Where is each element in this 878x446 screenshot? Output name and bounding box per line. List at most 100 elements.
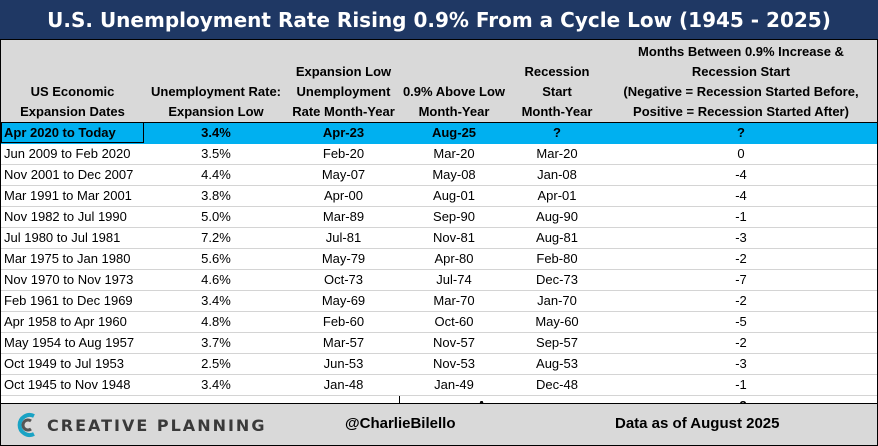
cell-expansion-dates: May 1954 to Aug 1957 — [1, 332, 144, 354]
cell-low-month-year: Jun-53 — [288, 353, 399, 375]
cell-expansion-dates: Jul 1980 to Jul 1981 — [1, 227, 144, 249]
cell-expansion-dates: Mar 1991 to Mar 2001 — [1, 185, 144, 207]
header-months-between: Months Between 0.9% Increase & Recession … — [605, 40, 877, 123]
cell-recession-start: Aug-81 — [509, 227, 605, 249]
data-as-of: Data as of August 2025 — [615, 415, 780, 432]
cell-low-month-year: Feb-20 — [288, 143, 399, 165]
cell-months-between: -5 — [605, 311, 877, 333]
cell-months-between: -3 — [605, 227, 877, 249]
cell-low-month-year: Apr-00 — [288, 185, 399, 207]
data-table-container: US Economic Expansion Dates Unemployment R… — [0, 40, 878, 416]
cell-low-month-year: May-69 — [288, 290, 399, 312]
cell-recession-start: Jan-70 — [509, 290, 605, 312]
cell-expansion-low-rate: 3.4% — [144, 290, 288, 312]
header-line: 0.9% Above Low — [402, 83, 506, 99]
header-line: Unemployment — [296, 83, 391, 99]
cell-low-month-year: Oct-73 — [288, 269, 399, 291]
cell-expansion-low-rate: 2.5% — [144, 353, 288, 375]
cell-low-month-year: Feb-60 — [288, 311, 399, 333]
cell-above-low-month-year: Mar-20 — [399, 143, 509, 165]
cell-low-month-year: Apr-23 — [288, 122, 399, 144]
header-expansion-dates: US Economic Expansion Dates — [1, 40, 144, 123]
table-row: May 1954 to Aug 1957 3.7% Mar-57 Nov-57 Sep-… — [1, 332, 877, 354]
cell-expansion-low-rate: 5.6% — [144, 248, 288, 270]
table-row: Feb 1961 to Dec 1969 3.4% May-69 Mar-70 Jan-… — [1, 290, 877, 312]
cell-low-month-year: Jan-48 — [288, 374, 399, 396]
cell-expansion-low-rate: 7.2% — [144, 227, 288, 249]
cell-months-between: -2 — [605, 248, 877, 270]
unemployment-table: US Economic Expansion Dates Unemployment R… — [1, 40, 877, 416]
table-row: Nov 2001 to Dec 2007 4.4% May-07 May-08 Jan-… — [1, 164, 877, 186]
header-line: Months Between 0.9% Increase & — [638, 43, 844, 59]
header-line: Month-Year — [521, 103, 593, 119]
cell-months-between: -7 — [605, 269, 877, 291]
cell-above-low-month-year: Apr-80 — [399, 248, 509, 270]
cell-months-between: -3 — [605, 353, 877, 375]
header-line: Unemployment Rate: — [150, 83, 282, 99]
cell-expansion-dates: Nov 1970 to Nov 1973 — [1, 269, 144, 291]
cell-above-low-month-year: May-08 — [399, 164, 509, 186]
header-low-month-year: Expansion Low Unemployment Rate Month-Year — [288, 40, 399, 123]
cell-low-month-year: May-79 — [288, 248, 399, 270]
cell-above-low-month-year: Mar-70 — [399, 290, 509, 312]
table-row: Oct 1945 to Nov 1948 3.4% Jan-48 Jan-49 Dec-… — [1, 374, 877, 396]
header-line: Positive = Recession Started After) — [633, 103, 849, 119]
header-line: Recession Start — [524, 63, 590, 99]
cell-expansion-low-rate: 3.7% — [144, 332, 288, 354]
header-line: (Negative = Recession Started Before, — [623, 83, 859, 99]
cell-low-month-year: Mar-57 — [288, 332, 399, 354]
table-row: Mar 1975 to Jan 1980 5.6% May-79 Apr-80 Feb-… — [1, 248, 877, 270]
cell-expansion-dates: Oct 1949 to Jul 1953 — [1, 353, 144, 375]
cell-recession-start: Feb-80 — [509, 248, 605, 270]
cell-months-between: ? — [605, 122, 877, 144]
cell-expansion-dates: Nov 2001 to Dec 2007 — [1, 164, 144, 186]
cell-months-between: -4 — [605, 164, 877, 186]
cell-above-low-month-year: Jul-74 — [399, 269, 509, 291]
header-line: Rate Month-Year — [292, 103, 395, 119]
brand-name: CREATIVE PLANNING — [47, 415, 267, 435]
cell-recession-start: Sep-57 — [509, 332, 605, 354]
cell-above-low-month-year: Nov-57 — [399, 332, 509, 354]
cell-recession-start: ? — [509, 122, 605, 144]
cell-above-low-month-year: Nov-81 — [399, 227, 509, 249]
cell-above-low-month-year: Sep-90 — [399, 206, 509, 228]
cell-recession-start: Apr-01 — [509, 185, 605, 207]
header-expansion-low-rate: Unemployment Rate: Expansion Low — [144, 40, 288, 123]
cell-recession-start: Dec-73 — [509, 269, 605, 291]
cell-recession-start: Aug-53 — [509, 353, 605, 375]
cell-recession-start: Mar-20 — [509, 143, 605, 165]
table-row: Nov 1970 to Nov 1973 4.6% Oct-73 Jul-74 Dec-… — [1, 269, 877, 291]
cell-months-between: -4 — [605, 185, 877, 207]
cell-recession-start: May-60 — [509, 311, 605, 333]
creative-planning-logo: CREATIVE PLANNING — [17, 412, 266, 438]
cell-low-month-year: Mar-89 — [288, 206, 399, 228]
cell-expansion-dates: Feb 1961 to Dec 1969 — [1, 290, 144, 312]
header-line: US Economic — [30, 83, 115, 99]
cell-recession-start: Aug-90 — [509, 206, 605, 228]
cell-expansion-dates: Mar 1975 to Jan 1980 — [1, 248, 144, 270]
table-row-current: Apr 2020 to Today 3.4% Apr-23 Aug-25?? — [1, 122, 877, 144]
table-header-row: US Economic Expansion Dates Unemployment R… — [1, 40, 877, 123]
c-logo-icon — [17, 413, 35, 437]
header-line: Expansion Low — [168, 103, 264, 119]
cell-expansion-dates: Oct 1945 to Nov 1948 — [1, 374, 144, 396]
header-line: Expansion Low — [295, 63, 392, 79]
cell-months-between: -1 — [605, 206, 877, 228]
header-line: Recession Start — [691, 63, 791, 79]
cell-expansion-low-rate: 4.6% — [144, 269, 288, 291]
cell-expansion-dates: Jun 2009 to Feb 2020 — [1, 143, 144, 165]
cell-months-between: -2 — [605, 290, 877, 312]
table-row: Jul 1980 to Jul 1981 7.2% Jul-81 Nov-81 Aug-… — [1, 227, 877, 249]
table-row: Jun 2009 to Feb 2020 3.5% Feb-20 Mar-20 Mar-… — [1, 143, 877, 165]
cell-above-low-month-year: Oct-60 — [399, 311, 509, 333]
cell-expansion-dates: Apr 1958 to Apr 1960 — [1, 311, 144, 333]
header-recession-start: Recession Start Month-Year — [509, 40, 605, 123]
table-row: Nov 1982 to Jul 1990 5.0% Mar-89 Sep-90 Aug-… — [1, 206, 877, 228]
cell-low-month-year: Jul-81 — [288, 227, 399, 249]
table-row: Mar 1991 to Mar 2001 3.8% Apr-00 Aug-01 Apr-… — [1, 185, 877, 207]
footer-bar: CREATIVE PLANNING @CharlieBilello Data a… — [0, 403, 878, 446]
cell-recession-start: Dec-48 — [509, 374, 605, 396]
table-row: Oct 1949 to Jul 1953 2.5% Jun-53 Nov-53 Aug-… — [1, 353, 877, 375]
cell-expansion-low-rate: 4.8% — [144, 311, 288, 333]
header-line: Month-Year — [418, 103, 490, 119]
